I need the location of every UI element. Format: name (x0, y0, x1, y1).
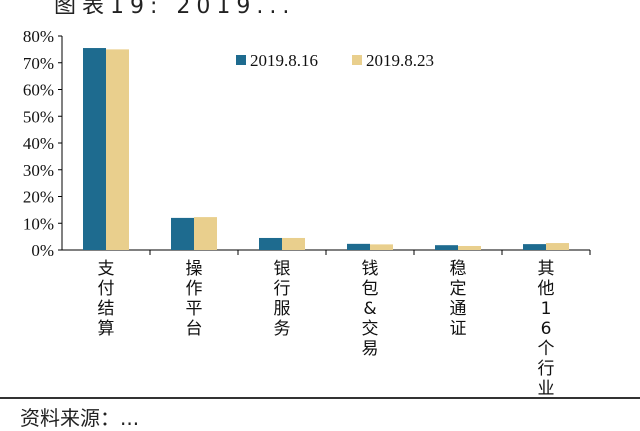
bar-chart: 0% 10% 20% 30% 40% 50% 60% 70% 80% 支付结算 操作平台 银行服务 钱包… (23, 27, 591, 399)
bar (546, 243, 569, 250)
y-tick-label: 0% (31, 241, 54, 260)
header-fragment: 图表19: 2019... (0, 0, 640, 14)
legend-swatch (236, 55, 246, 65)
bottom-divider (0, 397, 640, 399)
x-category-label: 支付结算 (98, 259, 115, 339)
legend-label: 2019.8.16 (250, 51, 318, 70)
x-category-label: 银行服务 (274, 259, 291, 339)
bar (282, 237, 305, 250)
x-category-label: 稳定通证 (450, 259, 467, 339)
x-category-label: 其他 1 6 个行业 (538, 259, 555, 399)
y-tick-label: 20% (23, 188, 54, 207)
bar (106, 49, 129, 250)
x-category-label: 操作平台 (186, 259, 203, 339)
bar (523, 244, 546, 250)
bar (171, 217, 194, 250)
legend-swatch (352, 55, 362, 65)
y-tick-label: 10% (23, 214, 54, 233)
bar (259, 237, 282, 250)
y-tick-label: 70% (23, 54, 54, 73)
bar (370, 244, 393, 250)
y-tick-label: 50% (23, 107, 54, 126)
y-tick-label: 60% (23, 81, 54, 100)
y-tick-label: 30% (23, 161, 54, 180)
x-category-label: 钱包&交易 (362, 259, 379, 359)
bar (347, 243, 370, 250)
bar (458, 245, 481, 250)
bar (194, 217, 217, 250)
y-tick-label: 80% (23, 27, 54, 46)
bar (83, 48, 106, 250)
legend-label: 2019.8.23 (366, 51, 434, 70)
header-text: 图表19: 2019... (54, 0, 296, 14)
bar (435, 245, 458, 250)
y-tick-label: 40% (23, 134, 54, 153)
footer-text: 资料来源：... (20, 406, 140, 430)
